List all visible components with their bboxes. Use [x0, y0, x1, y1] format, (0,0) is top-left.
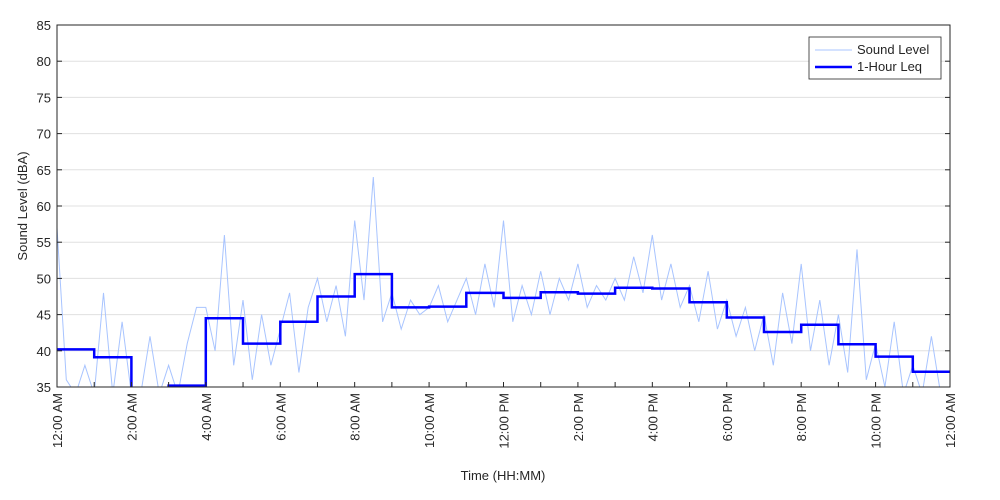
x-tick-label: 8:00 AM	[348, 393, 363, 441]
x-tick-label: 6:00 PM	[720, 393, 735, 441]
legend-leq: 1-Hour Leq	[857, 59, 922, 74]
leq-step-line	[57, 272, 950, 387]
x-tick-label: 8:00 PM	[794, 393, 809, 441]
x-tick-label: 10:00 PM	[869, 393, 884, 449]
x-tick-label: 6:00 AM	[273, 393, 288, 441]
x-axis-label: Time (HH:MM)	[461, 468, 546, 483]
y-tick-label: 65	[37, 163, 51, 178]
x-tick-label: 10:00 AM	[422, 393, 437, 448]
x-tick-label: 12:00 PM	[497, 393, 512, 449]
y-tick-label: 35	[37, 380, 51, 395]
y-axis-label: Sound Level (dBA)	[15, 151, 30, 260]
y-tick-label: 80	[37, 54, 51, 69]
x-tick-label: 2:00 AM	[124, 393, 139, 441]
x-tick-label: 12:00 AM	[943, 393, 958, 448]
x-tick-label: 2:00 PM	[571, 393, 586, 441]
legend-sound-level: Sound Level	[857, 42, 929, 57]
x-tick-label: 4:00 AM	[199, 393, 214, 441]
y-tick-label: 50	[37, 271, 51, 286]
legend: Sound Level 1-Hour Leq	[808, 36, 942, 80]
y-tick-label: 85	[37, 18, 51, 33]
y-tick-label: 40	[37, 344, 51, 359]
y-tick-label: 45	[37, 308, 51, 323]
y-tick-label: 55	[37, 235, 51, 250]
x-tick-label: 4:00 PM	[645, 393, 660, 441]
sound-level-line	[57, 176, 941, 387]
x-tick-label: 12:00 AM	[50, 393, 65, 448]
y-tick-label: 60	[37, 199, 51, 214]
y-tick-label: 70	[37, 127, 51, 142]
y-tick-label: 75	[37, 90, 51, 105]
